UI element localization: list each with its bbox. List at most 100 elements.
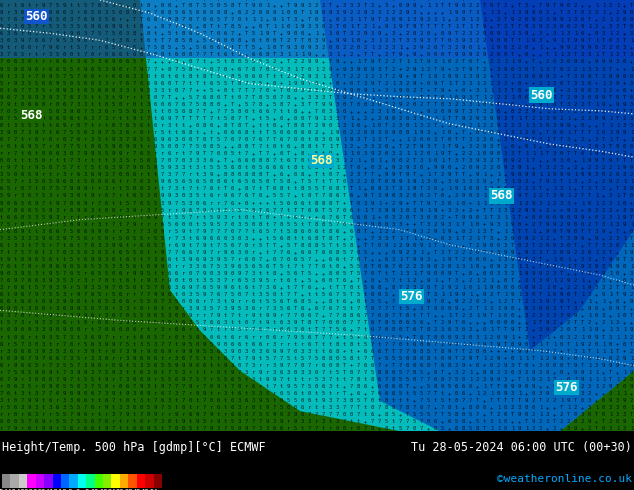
Text: 1: 1 [441,243,444,248]
Text: 3: 3 [105,95,108,100]
Text: +: + [406,46,410,50]
Text: 1: 1 [602,3,605,8]
Text: 0: 0 [399,130,402,135]
Text: 7: 7 [0,179,3,184]
Text: 0: 0 [532,215,535,220]
Text: 7: 7 [77,151,81,156]
Text: 3: 3 [112,264,115,269]
Text: t: t [119,116,122,121]
Text: 9: 9 [91,363,94,368]
Text: 3: 3 [532,123,535,128]
Text: 9: 9 [427,264,430,269]
Text: 3: 3 [392,38,395,43]
Text: 9: 9 [448,229,451,234]
Text: 0: 0 [588,200,592,205]
Text: 3: 3 [364,0,367,1]
Text: 9: 9 [14,356,17,361]
Text: 2: 2 [469,278,472,283]
Text: 9: 9 [21,370,24,375]
Text: 5: 5 [280,306,283,311]
Text: 8: 8 [238,144,242,149]
Text: 5: 5 [259,179,262,184]
Text: 7: 7 [308,257,311,262]
Text: t: t [63,243,66,248]
Text: 2: 2 [518,257,521,262]
Text: 0: 0 [434,426,437,431]
Text: 6: 6 [308,314,311,318]
Text: 2: 2 [490,59,493,65]
Text: 9: 9 [623,10,626,15]
Text: T: T [406,236,410,241]
Text: 0: 0 [301,314,304,318]
Text: 7: 7 [168,384,171,389]
Text: 0: 0 [616,95,619,100]
Text: t: t [210,363,213,368]
Text: 3: 3 [203,158,206,163]
Text: +: + [525,215,528,220]
Text: 6: 6 [49,116,52,121]
Text: 7: 7 [434,412,437,417]
Text: 9: 9 [630,250,633,255]
Text: +: + [315,215,318,220]
Text: 0: 0 [336,17,339,22]
Text: 1: 1 [420,67,424,72]
Text: +: + [455,151,458,156]
Text: 7: 7 [378,405,381,410]
Text: t: t [161,426,164,431]
Text: 7: 7 [14,137,17,142]
Text: 5: 5 [399,426,402,431]
Text: 7: 7 [35,74,38,78]
Text: 3: 3 [147,179,150,184]
Text: 0: 0 [434,52,437,57]
Text: 0: 0 [280,116,283,121]
Text: 6: 6 [371,320,374,325]
Text: +: + [413,109,417,114]
Text: 2: 2 [595,109,598,114]
Text: r: r [245,299,249,304]
Text: 2: 2 [420,285,424,290]
Text: 0: 0 [490,320,493,325]
Text: 3: 3 [119,264,122,269]
Text: 1: 1 [623,179,626,184]
Text: r: r [119,229,122,234]
Text: 7: 7 [210,292,213,297]
Text: 9: 9 [385,243,388,248]
Text: 7: 7 [371,236,374,241]
Text: 5: 5 [119,46,122,50]
Text: 9: 9 [581,215,585,220]
Text: 8: 8 [238,165,242,170]
Text: t: t [119,257,122,262]
Text: 0: 0 [273,95,276,100]
Text: 2: 2 [371,10,374,15]
Text: 7: 7 [133,179,136,184]
Text: r: r [252,250,256,255]
Text: 7: 7 [112,285,115,290]
Text: 6: 6 [280,320,283,325]
Text: 9: 9 [287,31,290,36]
Text: 7: 7 [42,314,45,318]
Text: r: r [126,271,129,276]
Text: 7: 7 [196,17,199,22]
Text: 6: 6 [196,299,199,304]
Text: t: t [392,398,395,403]
Text: 3: 3 [189,306,192,311]
Text: T: T [476,24,479,29]
Text: 0: 0 [392,17,395,22]
Text: 0: 0 [126,398,129,403]
Text: 7: 7 [147,116,150,121]
Text: 9: 9 [112,137,115,142]
Text: 1: 1 [455,0,458,1]
Text: 7: 7 [133,200,136,205]
Text: 7: 7 [399,405,402,410]
Text: 5: 5 [168,0,171,1]
Text: 5: 5 [203,335,206,340]
Text: 0: 0 [336,46,339,50]
Text: 5: 5 [343,250,346,255]
Text: 3: 3 [588,67,592,72]
Text: 6: 6 [378,348,381,354]
Text: +: + [301,278,304,283]
Text: 7: 7 [105,38,108,43]
Text: 1: 1 [427,243,430,248]
Text: 5: 5 [42,165,45,170]
Text: 3: 3 [483,109,486,114]
